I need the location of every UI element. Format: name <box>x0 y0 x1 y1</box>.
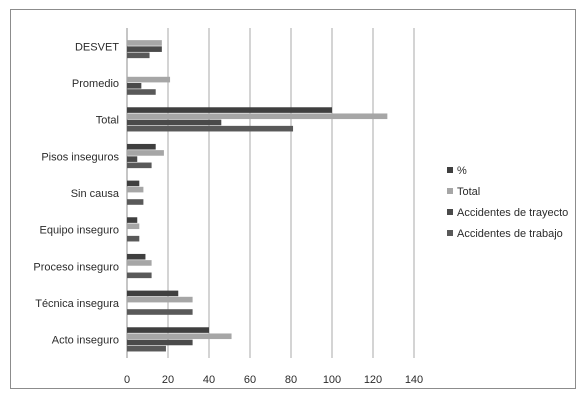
bar <box>127 327 209 333</box>
legend-label: Total <box>457 186 480 198</box>
x-tick-label: 140 <box>405 374 423 386</box>
bar <box>127 40 162 46</box>
x-tick-label: 100 <box>323 374 341 386</box>
bar <box>127 156 138 162</box>
bar <box>127 186 144 193</box>
bar <box>127 125 294 132</box>
bar <box>127 199 144 205</box>
bar <box>127 223 140 230</box>
bar <box>127 345 166 352</box>
bar <box>127 309 193 315</box>
bar <box>127 46 162 52</box>
bar <box>127 52 150 59</box>
x-tick-label: 40 <box>203 374 215 386</box>
bar <box>127 143 156 150</box>
bar <box>127 272 152 279</box>
bar <box>127 235 140 242</box>
bar <box>127 162 152 169</box>
x-tick-label: 80 <box>285 374 297 386</box>
bar <box>127 113 388 120</box>
x-tick-label: 20 <box>162 374 174 386</box>
category-label: Proceso inseguro <box>33 261 119 273</box>
bar <box>127 107 332 113</box>
category-label: Total <box>96 115 119 127</box>
bar <box>127 83 142 89</box>
category-label: Técnica insegura <box>35 298 120 310</box>
bar <box>127 290 179 297</box>
bar <box>127 296 193 303</box>
category-label: DESVET <box>75 41 119 53</box>
bar <box>127 260 152 266</box>
bar <box>127 217 138 223</box>
category-label: Sin causa <box>71 188 120 200</box>
legend-swatch <box>447 167 453 173</box>
bar <box>127 89 156 95</box>
bar <box>127 333 232 340</box>
legend-label: % <box>457 165 467 177</box>
legend-swatch <box>447 188 453 194</box>
legend-label: Accidentes de trabajo <box>457 228 563 240</box>
bar <box>127 253 146 260</box>
chart-frame <box>10 9 576 389</box>
category-label: Equipo inseguro <box>39 225 119 237</box>
legend-swatch <box>447 209 453 215</box>
x-tick-label: 120 <box>364 374 382 386</box>
x-tick-label: 0 <box>124 374 130 386</box>
bar <box>127 180 140 187</box>
bar <box>127 150 164 156</box>
legend-swatch <box>447 230 453 236</box>
bar <box>127 339 193 346</box>
category-label: Acto inseguro <box>52 335 119 347</box>
bar <box>127 76 171 83</box>
x-tick-label: 60 <box>244 374 256 386</box>
category-label: Pisos inseguros <box>41 151 119 163</box>
bar <box>127 119 222 126</box>
category-label: Promedio <box>72 78 119 90</box>
legend-label: Accidentes de trayecto <box>457 207 568 219</box>
